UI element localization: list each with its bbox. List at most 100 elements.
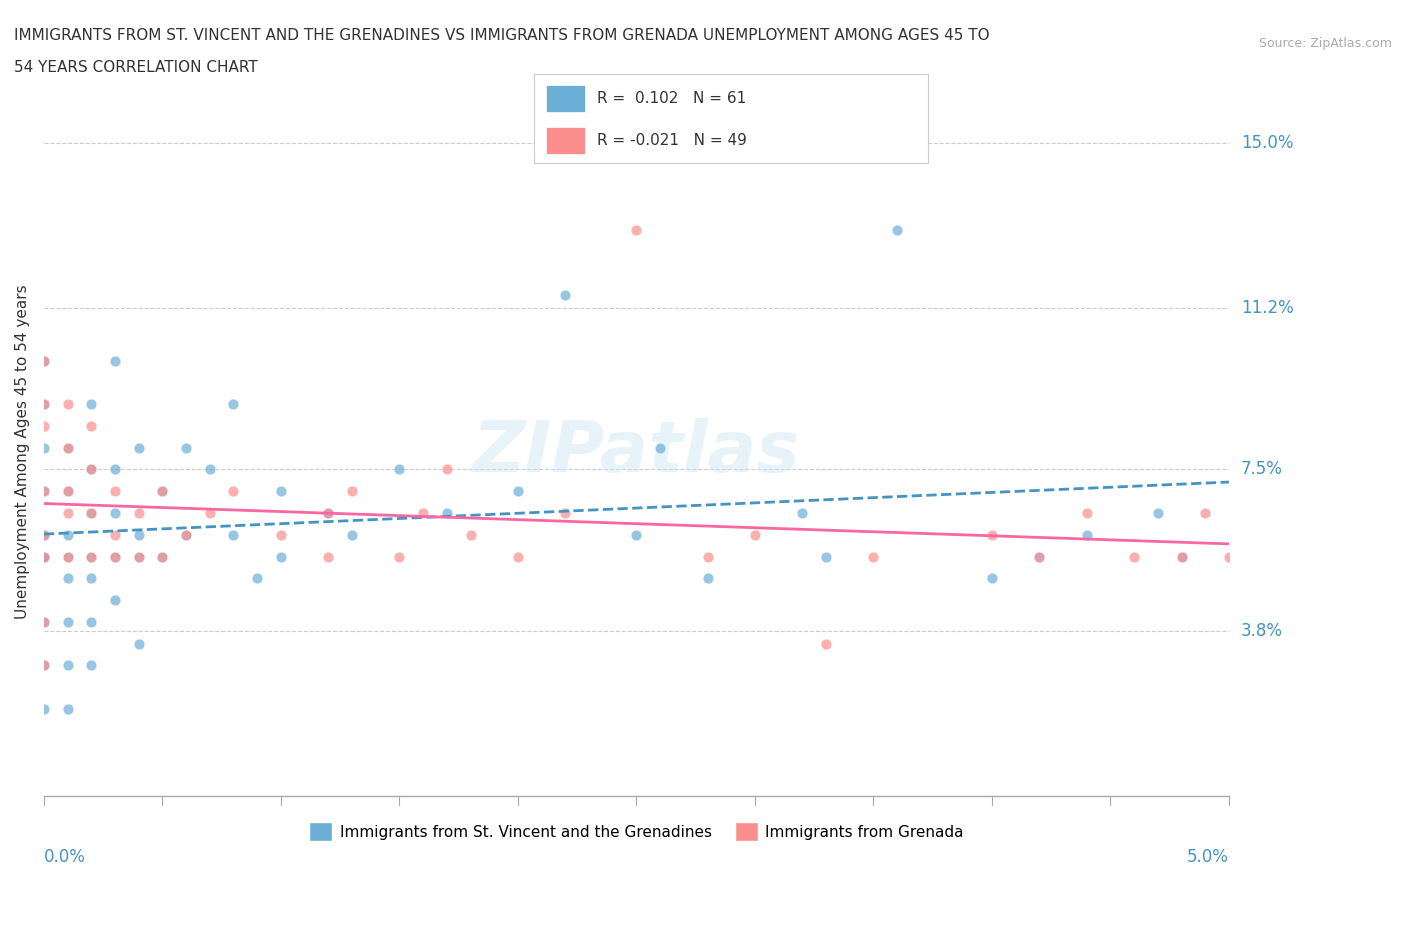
Point — [1170, 549, 1192, 564]
Point — [1194, 506, 1216, 521]
Point — [460, 527, 482, 542]
Point — [814, 549, 837, 564]
Point — [506, 484, 529, 498]
Text: Source: ZipAtlas.com: Source: ZipAtlas.com — [1258, 37, 1392, 50]
Point — [1218, 549, 1240, 564]
Point — [152, 484, 174, 498]
Point — [174, 440, 197, 455]
Point — [32, 397, 55, 412]
Point — [696, 549, 718, 564]
Point — [56, 440, 79, 455]
Point — [104, 462, 127, 477]
Point — [792, 506, 814, 521]
Point — [80, 549, 103, 564]
Point — [316, 506, 339, 521]
Point — [1146, 506, 1168, 521]
Point — [104, 549, 127, 564]
FancyBboxPatch shape — [546, 127, 585, 154]
Point — [80, 462, 103, 477]
Point — [198, 506, 221, 521]
Point — [56, 440, 79, 455]
Point — [32, 549, 55, 564]
Point — [32, 353, 55, 368]
Point — [104, 484, 127, 498]
Point — [270, 527, 292, 542]
Point — [32, 615, 55, 630]
Point — [128, 549, 150, 564]
Text: 0.0%: 0.0% — [44, 848, 86, 867]
Point — [1028, 549, 1050, 564]
Legend: Immigrants from St. Vincent and the Grenadines, Immigrants from Grenada: Immigrants from St. Vincent and the Gren… — [304, 817, 970, 847]
Point — [222, 397, 245, 412]
Point — [340, 484, 363, 498]
Point — [886, 222, 908, 237]
Point — [32, 549, 55, 564]
Point — [412, 506, 434, 521]
Point — [744, 527, 766, 542]
Point — [626, 222, 648, 237]
Point — [128, 636, 150, 651]
Point — [80, 418, 103, 433]
Y-axis label: Unemployment Among Ages 45 to 54 years: Unemployment Among Ages 45 to 54 years — [15, 285, 30, 619]
Text: 3.8%: 3.8% — [1240, 621, 1282, 640]
Point — [56, 484, 79, 498]
Point — [340, 527, 363, 542]
Point — [980, 571, 1002, 586]
Point — [32, 549, 55, 564]
Point — [56, 549, 79, 564]
Point — [152, 549, 174, 564]
Point — [1170, 549, 1192, 564]
Point — [104, 353, 127, 368]
Point — [56, 506, 79, 521]
Text: R = -0.021   N = 49: R = -0.021 N = 49 — [598, 133, 747, 148]
Text: 5.0%: 5.0% — [1187, 848, 1229, 867]
Point — [270, 549, 292, 564]
Point — [174, 527, 197, 542]
Text: 54 YEARS CORRELATION CHART: 54 YEARS CORRELATION CHART — [14, 60, 257, 75]
Point — [80, 506, 103, 521]
Point — [270, 484, 292, 498]
Point — [104, 506, 127, 521]
Point — [56, 549, 79, 564]
Point — [198, 462, 221, 477]
Point — [32, 615, 55, 630]
Point — [56, 484, 79, 498]
Point — [506, 549, 529, 564]
Point — [32, 484, 55, 498]
Point — [32, 397, 55, 412]
Text: R =  0.102   N = 61: R = 0.102 N = 61 — [598, 91, 747, 106]
Point — [1076, 506, 1098, 521]
Point — [32, 484, 55, 498]
Point — [554, 287, 576, 302]
Point — [862, 549, 884, 564]
Point — [152, 484, 174, 498]
Point — [316, 549, 339, 564]
Point — [32, 701, 55, 716]
Point — [32, 658, 55, 673]
Point — [246, 571, 269, 586]
Point — [128, 527, 150, 542]
Point — [32, 440, 55, 455]
Point — [104, 592, 127, 607]
Point — [436, 506, 458, 521]
Point — [222, 527, 245, 542]
Point — [1123, 549, 1146, 564]
Point — [436, 462, 458, 477]
Text: 7.5%: 7.5% — [1240, 460, 1282, 478]
Point — [554, 506, 576, 521]
Point — [32, 658, 55, 673]
Text: 15.0%: 15.0% — [1240, 134, 1294, 152]
Point — [696, 571, 718, 586]
Point — [56, 571, 79, 586]
Point — [814, 636, 837, 651]
Point — [80, 397, 103, 412]
Point — [32, 418, 55, 433]
Point — [56, 701, 79, 716]
Point — [80, 658, 103, 673]
Point — [104, 549, 127, 564]
Point — [56, 397, 79, 412]
Point — [80, 615, 103, 630]
Point — [32, 353, 55, 368]
Point — [222, 484, 245, 498]
Point — [388, 549, 411, 564]
